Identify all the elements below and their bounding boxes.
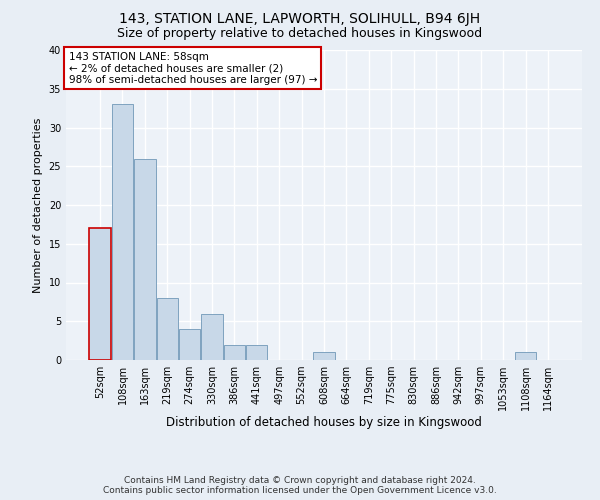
Bar: [89, 228, 111, 360]
Text: Contains HM Land Registry data © Crown copyright and database right 2024.
Contai: Contains HM Land Registry data © Crown c…: [103, 476, 497, 495]
Y-axis label: Number of detached properties: Number of detached properties: [33, 118, 43, 292]
Bar: [112, 104, 133, 360]
Bar: [179, 329, 200, 360]
Bar: [134, 158, 155, 360]
Text: Size of property relative to detached houses in Kingswood: Size of property relative to detached ho…: [118, 28, 482, 40]
Bar: [313, 352, 335, 360]
Bar: [515, 352, 536, 360]
Text: 143, STATION LANE, LAPWORTH, SOLIHULL, B94 6JH: 143, STATION LANE, LAPWORTH, SOLIHULL, B…: [119, 12, 481, 26]
Bar: [246, 344, 268, 360]
Bar: [157, 298, 178, 360]
Bar: [202, 314, 223, 360]
Text: 143 STATION LANE: 58sqm
← 2% of detached houses are smaller (2)
98% of semi-deta: 143 STATION LANE: 58sqm ← 2% of detached…: [68, 52, 317, 84]
X-axis label: Distribution of detached houses by size in Kingswood: Distribution of detached houses by size …: [166, 416, 482, 429]
Bar: [224, 344, 245, 360]
